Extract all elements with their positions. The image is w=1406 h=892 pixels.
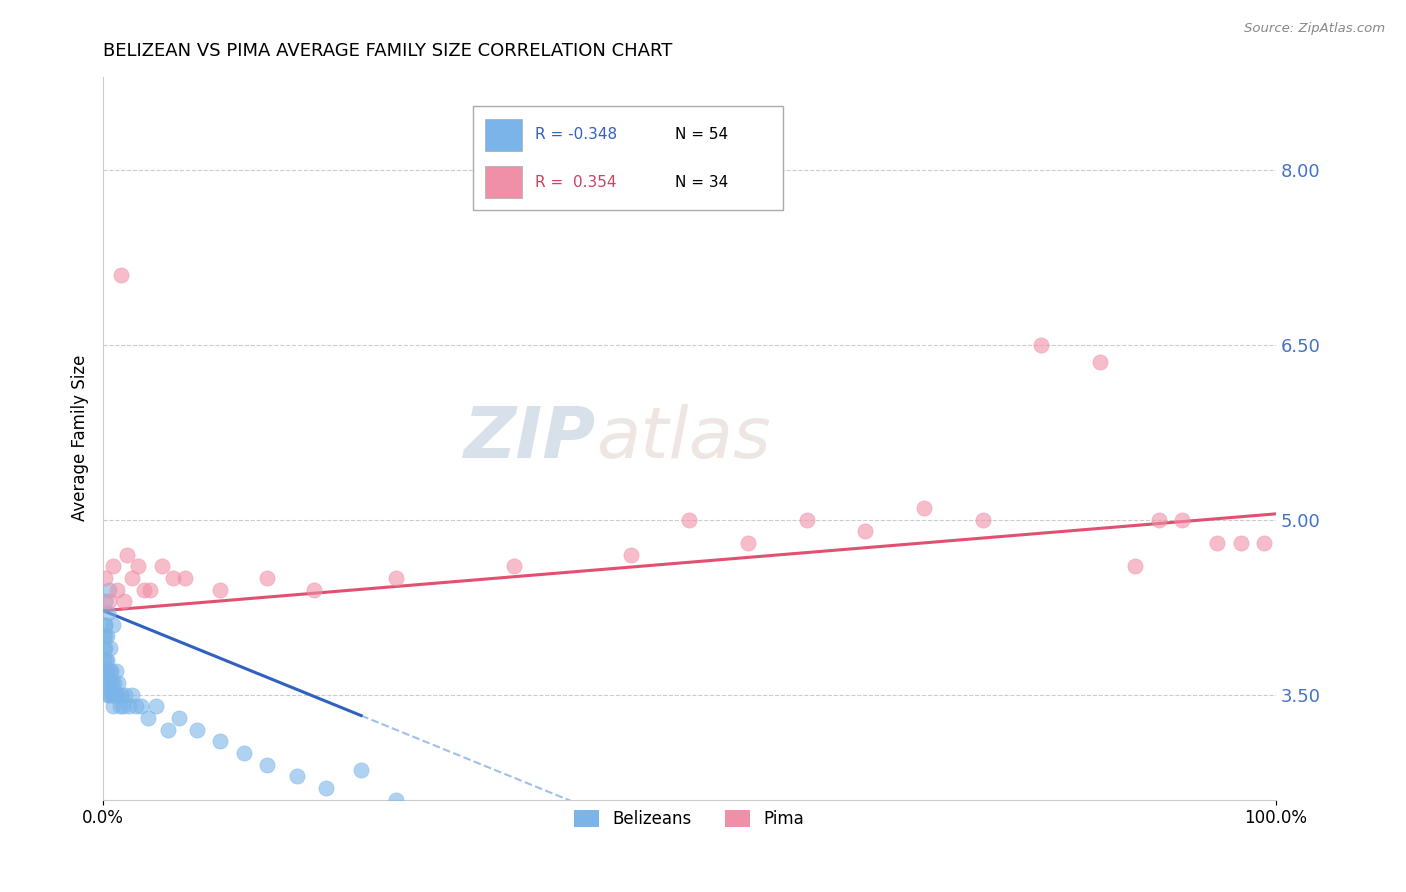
- Point: [101, 617, 124, 632]
- Point: [145, 699, 167, 714]
- Point: [186, 723, 208, 737]
- Point: [103, 688, 125, 702]
- Point: [97, 676, 120, 690]
- Point: [96, 629, 118, 643]
- Point: [174, 571, 197, 585]
- Point: [100, 665, 122, 679]
- Point: [256, 571, 278, 585]
- Point: [110, 688, 132, 702]
- Point: [94, 665, 117, 679]
- Point: [125, 699, 148, 714]
- Point: [796, 513, 818, 527]
- Point: [1171, 513, 1194, 527]
- Point: [156, 723, 179, 737]
- Point: [1147, 513, 1170, 527]
- Point: [737, 536, 759, 550]
- Point: [502, 559, 524, 574]
- Point: [256, 757, 278, 772]
- Point: [678, 513, 700, 527]
- Point: [121, 571, 143, 585]
- Point: [100, 688, 122, 702]
- Point: [101, 676, 124, 690]
- Point: [209, 582, 232, 597]
- Point: [104, 688, 127, 702]
- Point: [93, 629, 115, 643]
- Point: [101, 688, 124, 702]
- Y-axis label: Average Family Size: Average Family Size: [72, 355, 89, 521]
- Point: [94, 594, 117, 608]
- Point: [93, 652, 115, 666]
- Point: [94, 640, 117, 655]
- Point: [1253, 536, 1275, 550]
- Point: [105, 688, 128, 702]
- Legend: Belizeans, Pima: Belizeans, Pima: [568, 803, 811, 835]
- Point: [972, 513, 994, 527]
- Point: [98, 582, 121, 597]
- Point: [169, 711, 191, 725]
- Point: [620, 548, 643, 562]
- Point: [350, 764, 373, 778]
- Point: [136, 711, 159, 725]
- Point: [94, 571, 117, 585]
- Point: [912, 501, 935, 516]
- Point: [98, 688, 121, 702]
- Point: [110, 268, 132, 282]
- Point: [1229, 536, 1251, 550]
- Point: [93, 617, 115, 632]
- Point: [108, 699, 131, 714]
- Point: [105, 582, 128, 597]
- Point: [150, 559, 173, 574]
- Point: [385, 792, 408, 806]
- Point: [94, 665, 117, 679]
- Point: [162, 571, 184, 585]
- Point: [302, 582, 325, 597]
- Point: [1123, 559, 1146, 574]
- Point: [98, 676, 121, 690]
- Point: [115, 548, 138, 562]
- Point: [112, 594, 135, 608]
- Point: [139, 582, 162, 597]
- Point: [232, 746, 254, 760]
- Point: [107, 676, 129, 690]
- Point: [315, 780, 337, 795]
- Point: [1031, 338, 1053, 352]
- Point: [101, 699, 124, 714]
- Point: [853, 524, 876, 539]
- Point: [97, 688, 120, 702]
- Text: Source: ZipAtlas.com: Source: ZipAtlas.com: [1244, 22, 1385, 36]
- Point: [129, 699, 152, 714]
- Point: [112, 699, 135, 714]
- Point: [285, 769, 308, 783]
- Point: [94, 652, 117, 666]
- Point: [134, 582, 156, 597]
- Point: [1088, 355, 1111, 369]
- Point: [385, 571, 408, 585]
- Point: [105, 665, 128, 679]
- Point: [118, 699, 141, 714]
- Point: [93, 640, 115, 655]
- Point: [101, 559, 124, 574]
- Point: [209, 734, 232, 748]
- Point: [98, 640, 121, 655]
- Point: [114, 688, 136, 702]
- Text: ZIP: ZIP: [464, 403, 596, 473]
- Point: [127, 559, 149, 574]
- Point: [98, 594, 121, 608]
- Point: [1206, 536, 1229, 550]
- Point: [94, 617, 117, 632]
- Point: [96, 652, 118, 666]
- Text: atlas: atlas: [596, 403, 770, 473]
- Text: BELIZEAN VS PIMA AVERAGE FAMILY SIZE CORRELATION CHART: BELIZEAN VS PIMA AVERAGE FAMILY SIZE COR…: [103, 42, 672, 60]
- Point: [97, 606, 120, 620]
- Point: [121, 688, 143, 702]
- Point: [94, 629, 117, 643]
- Point: [103, 676, 125, 690]
- Point: [98, 665, 121, 679]
- Point: [96, 676, 118, 690]
